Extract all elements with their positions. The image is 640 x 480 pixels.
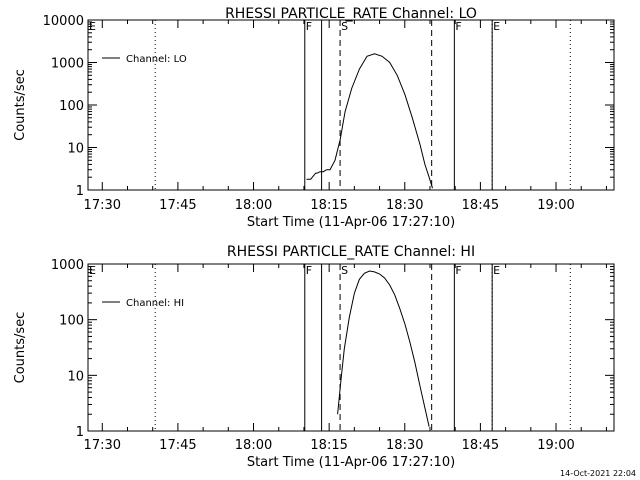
marker-label: E bbox=[89, 264, 96, 277]
y-tick-label: 10 bbox=[67, 369, 84, 384]
marker-label: S bbox=[341, 20, 348, 33]
marker-label: F bbox=[306, 264, 312, 277]
plot-frame bbox=[87, 19, 615, 191]
x-axis-label: Start Time (11-Apr-06 17:27:10) bbox=[247, 215, 455, 230]
plot-frame bbox=[87, 263, 615, 432]
marker-label: E bbox=[493, 264, 500, 277]
x-tick-label: 17:45 bbox=[159, 198, 196, 213]
y-tick-label: 1000 bbox=[51, 57, 84, 72]
x-axis-label: Start Time (11-Apr-06 17:27:10) bbox=[247, 455, 455, 470]
x-tick-label: 18:45 bbox=[462, 198, 499, 213]
y-tick-label: 100 bbox=[59, 314, 84, 329]
marker-label: F bbox=[455, 20, 461, 33]
x-tick-label: 18:30 bbox=[386, 198, 423, 213]
x-tick-label: 17:45 bbox=[159, 438, 196, 453]
y-tick-label: 1000 bbox=[51, 258, 84, 273]
legend-entry: Channel: HI bbox=[126, 298, 184, 309]
y-tick-label: 1 bbox=[76, 184, 84, 199]
x-tick-label: 18:00 bbox=[235, 438, 272, 453]
chart-title: RHESSI PARTICLE_RATE Channel: HI bbox=[227, 244, 475, 260]
series-line bbox=[306, 53, 433, 189]
x-tick-label: 18:45 bbox=[462, 438, 499, 453]
x-tick-label: 19:00 bbox=[537, 198, 574, 213]
x-tick-label: 18:30 bbox=[386, 438, 423, 453]
x-tick-label: 18:00 bbox=[235, 198, 272, 213]
x-tick-label: 17:30 bbox=[84, 438, 121, 453]
hi-channel-panel: RHESSI PARTICLE_RATE Channel: HI 17:30 17:… bbox=[13, 244, 615, 470]
footer-timestamp: 14-Oct-2021 22:04 bbox=[560, 469, 636, 478]
y-tick-label: 10000 bbox=[43, 14, 84, 29]
y-tick-label: 100 bbox=[59, 99, 84, 114]
marker-label: F bbox=[306, 20, 312, 33]
y-axis-label: Counts/sec bbox=[13, 69, 28, 141]
x-tick-label: 19:00 bbox=[537, 438, 574, 453]
x-tick-label: 17:30 bbox=[84, 198, 121, 213]
y-tick-label: 1 bbox=[76, 425, 84, 440]
marker-label: E bbox=[89, 20, 96, 33]
x-tick-label: 18:15 bbox=[310, 198, 347, 213]
marker-label: S bbox=[341, 264, 348, 277]
y-axis-label: Counts/sec bbox=[13, 312, 28, 384]
series-line bbox=[337, 270, 430, 427]
chart-title: RHESSI PARTICLE_RATE Channel: LO bbox=[225, 6, 477, 22]
x-tick-label: 18:15 bbox=[310, 438, 347, 453]
y-tick-label: 10 bbox=[67, 142, 84, 157]
legend-entry: Channel: LO bbox=[126, 54, 187, 65]
marker-label: F bbox=[455, 264, 461, 277]
lo-channel-panel: RHESSI PARTICLE_RATE Channel: LO 17:30 17:… bbox=[13, 6, 615, 230]
marker-label: E bbox=[493, 20, 500, 33]
